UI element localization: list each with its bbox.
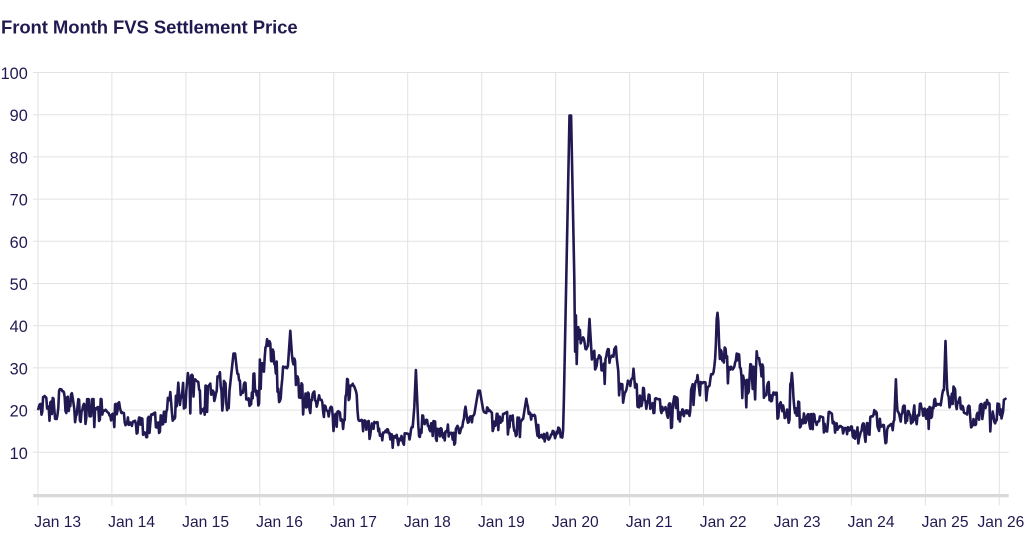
svg-text:Front Month FVS Settlement Pri: Front Month FVS Settlement Price (1, 17, 298, 38)
svg-text:Jan 18: Jan 18 (404, 514, 451, 531)
svg-text:Jan 16: Jan 16 (256, 514, 303, 531)
svg-text:90: 90 (10, 107, 28, 125)
svg-text:80: 80 (10, 149, 28, 167)
svg-text:Jan 23: Jan 23 (774, 514, 821, 531)
svg-text:40: 40 (10, 318, 28, 336)
svg-text:50: 50 (10, 276, 28, 294)
svg-text:Jan 21: Jan 21 (626, 514, 673, 531)
svg-text:30: 30 (10, 360, 28, 378)
svg-text:10: 10 (10, 445, 28, 463)
svg-text:Jan 24: Jan 24 (848, 514, 895, 531)
svg-text:Jan 22: Jan 22 (700, 514, 747, 531)
svg-text:Jan 26: Jan 26 (977, 514, 1024, 531)
svg-text:Jan 25: Jan 25 (922, 514, 969, 531)
svg-text:70: 70 (10, 192, 28, 210)
svg-text:100: 100 (1, 65, 28, 83)
svg-text:Jan 15: Jan 15 (182, 514, 229, 531)
svg-text:Jan 14: Jan 14 (108, 514, 155, 531)
svg-text:20: 20 (10, 403, 28, 421)
svg-text:60: 60 (10, 234, 28, 252)
svg-text:Jan 17: Jan 17 (330, 514, 377, 531)
svg-text:Jan 19: Jan 19 (478, 514, 525, 531)
svg-text:Jan 13: Jan 13 (34, 514, 81, 531)
svg-text:Jan 20: Jan 20 (552, 514, 599, 531)
